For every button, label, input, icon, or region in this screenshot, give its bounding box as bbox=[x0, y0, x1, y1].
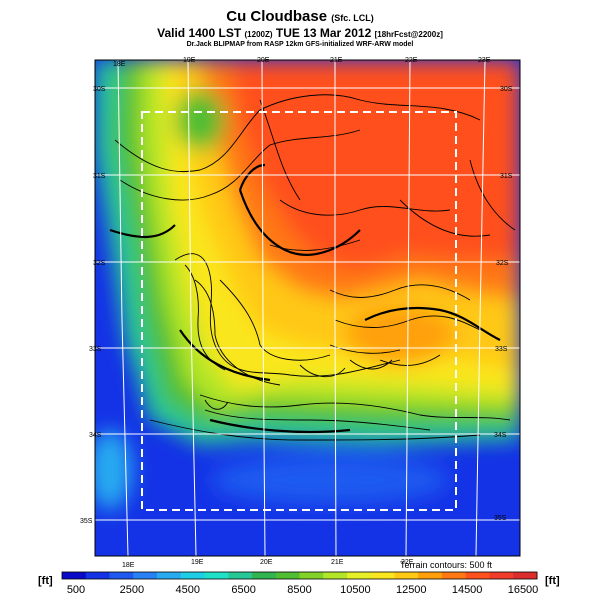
lon-label-bottom: 22E bbox=[401, 559, 414, 566]
colorbar-tick-label: 10500 bbox=[340, 584, 371, 596]
colorbar-swatch bbox=[323, 572, 348, 579]
colorbar-swatch bbox=[204, 572, 229, 579]
colorbar-swatch bbox=[109, 572, 134, 579]
lat-label-left: 30S bbox=[93, 86, 106, 93]
lon-label-bottom: 19E bbox=[191, 559, 204, 566]
colorbar-swatch bbox=[252, 572, 277, 579]
valid-time: Valid 1400 LST (1200Z) TUE 13 Mar 2012 [… bbox=[157, 26, 443, 40]
colorbar-swatch bbox=[513, 572, 538, 579]
lon-label-top: 21E bbox=[330, 57, 343, 64]
lat-label-right: 31S bbox=[500, 173, 513, 180]
inner-domain-box bbox=[141, 111, 457, 511]
colorbar-swatch bbox=[228, 572, 253, 579]
lat-label-right: 35S bbox=[494, 515, 507, 522]
model-credit: Dr.Jack BLIPMAP from RASP 12km GFS-initi… bbox=[186, 41, 414, 48]
lat-label-left: 33S bbox=[89, 346, 102, 353]
lat-label-right: 30S bbox=[500, 86, 513, 93]
colorbar-swatch bbox=[442, 572, 467, 579]
lat-label-left: 34S bbox=[89, 432, 102, 439]
lon-label-top: 22E bbox=[405, 57, 418, 64]
colorbar-tick-label: 500 bbox=[67, 584, 85, 596]
colorbar-swatch bbox=[347, 572, 372, 579]
colorbar-tick-label: 4500 bbox=[176, 584, 200, 596]
colorbar-swatch bbox=[465, 572, 490, 579]
colorbar-swatch bbox=[133, 572, 158, 579]
colorbar-tick-label: 16500 bbox=[508, 584, 539, 596]
lon-label-bottom: 18E bbox=[122, 562, 135, 569]
colorbar-border bbox=[61, 571, 538, 580]
lon-label-top: 18E bbox=[113, 61, 126, 68]
lat-lon-grid bbox=[95, 60, 520, 556]
colorbar-swatch bbox=[489, 572, 514, 579]
colorbar-swatch bbox=[299, 572, 324, 579]
lat-label-left: 31S bbox=[93, 173, 106, 180]
colorbar-tick-label: 6500 bbox=[231, 584, 255, 596]
colorbar-swatch bbox=[418, 572, 443, 579]
colorbar-swatch bbox=[85, 572, 110, 579]
lon-label-bottom: 21E bbox=[331, 559, 344, 566]
terrain-contours-note: Terrain contours: 500 ft bbox=[400, 560, 493, 570]
lat-label-left: 35S bbox=[80, 518, 93, 525]
lat-label-right: 33S bbox=[495, 346, 508, 353]
colorbar-tick-label: 2500 bbox=[120, 584, 144, 596]
lon-label-top: 20E bbox=[257, 57, 270, 64]
lat-label-right: 34S bbox=[494, 432, 507, 439]
map-title: Cu Cloudbase (Sfc. LCL) bbox=[226, 8, 374, 25]
colorbar-tick-label: 8500 bbox=[287, 584, 311, 596]
map-frame bbox=[94, 59, 521, 557]
colorbar-swatch bbox=[157, 572, 182, 579]
colorbar-unit-right: [ft] bbox=[545, 575, 560, 587]
colorbar-swatch bbox=[62, 572, 87, 579]
colorbar-swatch bbox=[180, 572, 205, 579]
lon-label-top: 19E bbox=[183, 57, 196, 64]
colorbar-tick-label: 14500 bbox=[452, 584, 483, 596]
colorbar-swatch bbox=[370, 572, 395, 579]
lat-label-left: 32S bbox=[93, 260, 106, 267]
colorbar-unit-left: [ft] bbox=[38, 575, 53, 587]
lon-label-bottom: 20E bbox=[260, 559, 273, 566]
colorbar-tick-label: 12500 bbox=[396, 584, 427, 596]
colorbar-swatch bbox=[394, 572, 419, 579]
lat-label-right: 32S bbox=[496, 260, 509, 267]
grid-labels: 18E 19E 20E 21E 22E 23E 18E 19E 20E 21E … bbox=[80, 57, 513, 569]
colorbar bbox=[61, 571, 538, 580]
colorbar-swatch bbox=[275, 572, 300, 579]
lon-label-top: 23E bbox=[478, 57, 491, 64]
